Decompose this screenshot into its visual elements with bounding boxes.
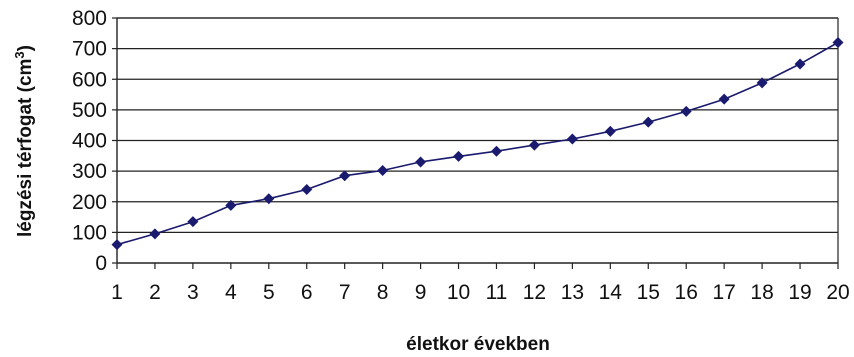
x-tick-label-9: 9: [415, 281, 427, 304]
data-point-15: [642, 116, 654, 128]
x-tick-label-19: 19: [788, 281, 811, 304]
x-tick-labels: 1 2 3 4 5 6 7 8 9 10 11 12 13 14 15 16 17 18 19 20: [111, 281, 850, 304]
x-tick-label-2: 2: [149, 281, 161, 304]
x-tick-label-12: 12: [523, 281, 546, 304]
y-tick-label-500: 500: [72, 99, 107, 122]
y-tick-label-700: 700: [72, 38, 107, 61]
y-tick-label-800: 800: [72, 7, 107, 30]
x-tick-label-11: 11: [486, 281, 508, 304]
y-tick-label-600: 600: [72, 68, 107, 91]
data-point-14: [604, 125, 616, 137]
series-line-0: [116, 41, 839, 246]
series-layer: [111, 37, 844, 251]
data-point-11: [490, 145, 502, 157]
y-tick-label-300: 300: [72, 160, 107, 183]
y-axis-title-superscript: 3: [12, 51, 27, 58]
x-tick-label-14: 14: [599, 281, 623, 304]
grid-lines: [117, 17, 838, 233]
axes: [112, 17, 839, 269]
y-axis-title: légzési térfogat (cm3): [12, 45, 37, 237]
data-point-3: [187, 216, 199, 228]
y-tick-label-200: 200: [72, 191, 107, 214]
data-point-4: [225, 199, 237, 211]
data-point-2: [149, 228, 161, 240]
x-tick-label-20: 20: [826, 281, 849, 304]
y-axis-title-close: ): [15, 45, 36, 51]
data-point-6: [301, 184, 313, 195]
x-tick-label-7: 7: [339, 281, 351, 304]
x-tick-label-3: 3: [187, 281, 199, 304]
data-point-7: [339, 170, 351, 182]
x-tick-label-8: 8: [377, 281, 389, 304]
data-point-5: [263, 193, 275, 205]
x-tick-label-1: 1: [111, 281, 123, 304]
x-tick-label-18: 18: [750, 281, 773, 304]
x-tick-label-17: 17: [712, 281, 735, 304]
data-point-10: [453, 150, 465, 162]
data-point-18: [756, 77, 768, 89]
y-tick-label-0: 0: [95, 252, 107, 275]
data-point-16: [680, 105, 692, 117]
data-point-17: [718, 93, 730, 105]
x-tick-label-16: 16: [675, 281, 698, 304]
data-point-8: [377, 165, 389, 177]
data-point-12: [528, 139, 540, 151]
data-point-13: [566, 133, 578, 145]
y-axis-title-text: légzési térfogat (cm: [15, 59, 36, 237]
data-point-19: [794, 58, 806, 70]
x-tick-label-15: 15: [637, 281, 660, 304]
x-tick-label-5: 5: [263, 281, 275, 304]
data-point-1: [111, 239, 123, 251]
data-point-20: [832, 37, 844, 48]
y-tick-label-400: 400: [72, 130, 107, 153]
x-tick-label-6: 6: [301, 281, 313, 304]
x-tick-label-10: 10: [447, 281, 470, 304]
x-tick-label-13: 13: [561, 281, 584, 304]
x-axis-title: életkor években: [406, 334, 550, 355]
x-tick-label-4: 4: [225, 281, 237, 304]
y-tick-labels: 0 100 200 300 400 500 600 700 800: [72, 7, 107, 275]
data-point-9: [415, 156, 427, 168]
y-tick-label-100: 100: [72, 221, 107, 244]
